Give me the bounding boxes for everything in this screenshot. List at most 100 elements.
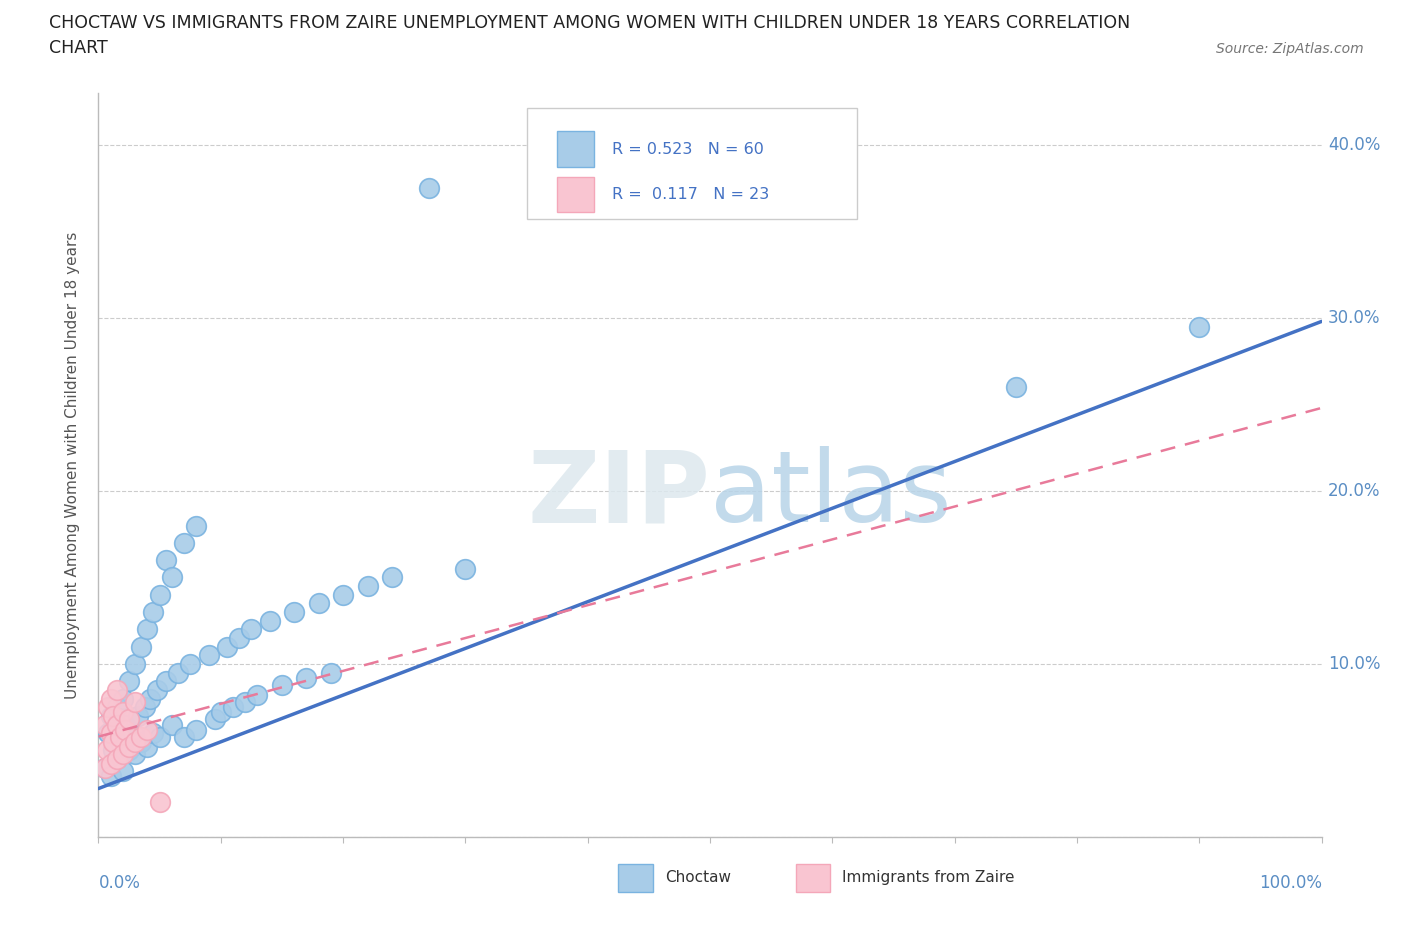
FancyBboxPatch shape <box>557 177 593 212</box>
Point <box>118 739 141 754</box>
Point <box>114 717 136 732</box>
Point <box>100 769 122 784</box>
Point <box>418 180 440 195</box>
Point <box>228 631 250 645</box>
Point <box>270 677 294 692</box>
Point <box>96 743 118 758</box>
Point <box>100 725 122 740</box>
Point <box>149 588 172 603</box>
Point <box>134 699 156 714</box>
Point <box>1188 319 1211 334</box>
Text: 10.0%: 10.0% <box>1327 655 1381 673</box>
Point <box>105 683 128 698</box>
Point <box>179 657 201 671</box>
Point <box>124 747 146 762</box>
Point <box>93 761 115 776</box>
Point <box>146 683 169 698</box>
Point <box>129 639 152 654</box>
Point <box>105 699 128 714</box>
Point <box>100 691 122 706</box>
Point <box>283 604 305 619</box>
Text: 20.0%: 20.0% <box>1327 482 1381 500</box>
Point <box>381 570 404 585</box>
Point <box>233 695 256 710</box>
Point <box>149 795 172 810</box>
Point <box>118 711 141 726</box>
Text: CHOCTAW VS IMMIGRANTS FROM ZAIRE UNEMPLOYMENT AMONG WOMEN WITH CHILDREN UNDER 18: CHOCTAW VS IMMIGRANTS FROM ZAIRE UNEMPLO… <box>49 14 1130 57</box>
Point <box>121 725 143 740</box>
Point <box>129 735 152 750</box>
Text: Source: ZipAtlas.com: Source: ZipAtlas.com <box>1216 42 1364 56</box>
Point <box>295 671 318 685</box>
Point <box>114 723 136 737</box>
Point <box>105 751 128 766</box>
Point <box>105 717 128 732</box>
FancyBboxPatch shape <box>619 864 652 892</box>
Point <box>197 648 219 663</box>
Point <box>110 735 132 750</box>
Point <box>356 578 378 593</box>
FancyBboxPatch shape <box>796 864 830 892</box>
Point <box>100 757 122 772</box>
Point <box>259 613 281 628</box>
Text: 0.0%: 0.0% <box>98 874 141 892</box>
Point <box>160 570 183 585</box>
FancyBboxPatch shape <box>557 131 593 167</box>
Point <box>97 699 120 714</box>
Point <box>93 761 115 776</box>
Point <box>101 709 124 724</box>
Point <box>240 622 263 637</box>
Point <box>142 725 165 740</box>
Text: R =  0.117   N = 23: R = 0.117 N = 23 <box>612 187 769 202</box>
Point <box>454 562 477 577</box>
Text: Choctaw: Choctaw <box>665 870 731 885</box>
Point <box>160 717 183 732</box>
Point <box>1004 379 1026 394</box>
Point <box>246 687 269 702</box>
Point <box>124 735 146 750</box>
Point <box>111 764 134 778</box>
FancyBboxPatch shape <box>526 108 856 219</box>
Text: Immigrants from Zaire: Immigrants from Zaire <box>842 870 1015 885</box>
Text: ZIP: ZIP <box>527 446 710 543</box>
Point <box>167 665 190 680</box>
Point <box>215 639 238 654</box>
Text: R = 0.523   N = 60: R = 0.523 N = 60 <box>612 141 763 156</box>
Point <box>136 622 159 637</box>
Point <box>127 709 149 724</box>
Point <box>186 518 208 533</box>
Point <box>155 552 177 567</box>
Point <box>111 691 134 706</box>
Point <box>222 699 245 714</box>
Point <box>101 743 124 758</box>
Text: 30.0%: 30.0% <box>1327 309 1381 327</box>
Text: atlas: atlas <box>710 446 952 543</box>
Point <box>93 717 115 732</box>
Point <box>139 691 162 706</box>
Point <box>149 729 172 744</box>
Point <box>186 723 208 737</box>
Point <box>136 739 159 754</box>
Point <box>173 536 195 551</box>
Point <box>97 725 120 740</box>
Point <box>100 709 122 724</box>
Point <box>155 674 177 689</box>
Point <box>118 743 141 758</box>
Point <box>142 604 165 619</box>
Point <box>110 729 132 744</box>
Point <box>118 674 141 689</box>
Point <box>332 588 354 603</box>
Point <box>204 711 226 726</box>
Point <box>105 751 128 766</box>
Point <box>173 729 195 744</box>
Point <box>124 657 146 671</box>
Point <box>308 596 330 611</box>
Point <box>136 723 159 737</box>
Point <box>111 747 134 762</box>
Point <box>101 735 124 750</box>
Point <box>111 705 134 720</box>
Text: 100.0%: 100.0% <box>1258 874 1322 892</box>
Y-axis label: Unemployment Among Women with Children Under 18 years: Unemployment Among Women with Children U… <box>65 232 80 698</box>
Text: 40.0%: 40.0% <box>1327 136 1381 153</box>
Point <box>124 695 146 710</box>
